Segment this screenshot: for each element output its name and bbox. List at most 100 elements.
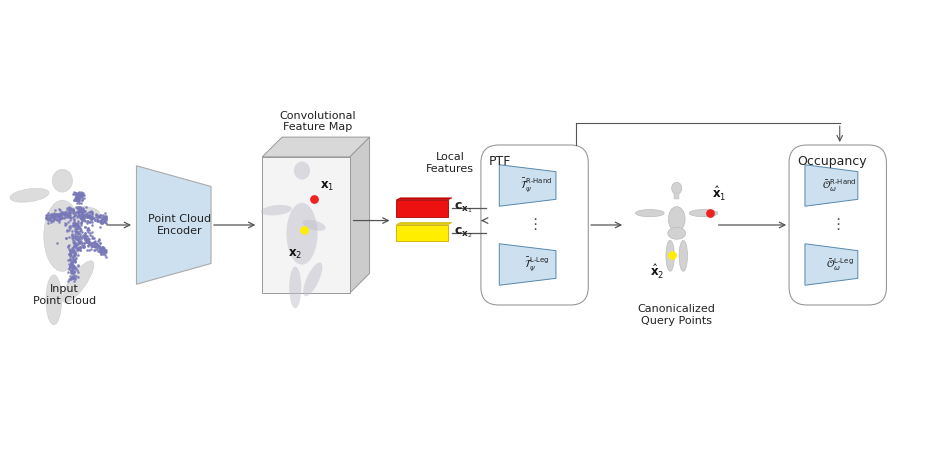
Text: Input
Point Cloud: Input Point Cloud	[33, 284, 96, 306]
Point	[50, 213, 65, 220]
Point	[68, 193, 83, 200]
Point	[71, 209, 86, 216]
Point	[62, 263, 77, 270]
Point	[74, 207, 89, 214]
Point	[59, 211, 73, 218]
Point	[78, 212, 93, 219]
Point	[73, 192, 87, 199]
Point	[69, 235, 84, 242]
Point	[54, 213, 69, 220]
Point	[51, 211, 66, 219]
Point	[64, 275, 79, 282]
Point	[74, 211, 89, 219]
Point	[87, 243, 102, 251]
Point	[70, 211, 85, 218]
Point	[85, 209, 100, 216]
Point	[39, 216, 54, 223]
Point	[80, 237, 95, 244]
Point	[74, 229, 89, 236]
Ellipse shape	[286, 203, 317, 264]
Point	[64, 268, 79, 275]
Ellipse shape	[46, 275, 61, 325]
Point	[38, 215, 53, 222]
Point	[66, 261, 81, 269]
Point	[43, 216, 58, 223]
Point	[96, 214, 111, 221]
Point	[95, 216, 110, 223]
Point	[72, 199, 86, 207]
Point	[86, 235, 101, 242]
Point	[73, 244, 87, 251]
Point	[68, 243, 83, 251]
Point	[68, 234, 83, 242]
Point	[49, 213, 64, 220]
Point	[44, 211, 59, 218]
Point	[66, 196, 81, 203]
Point	[86, 242, 100, 249]
Point	[68, 275, 83, 282]
Point	[66, 207, 81, 214]
Point	[94, 247, 109, 255]
Point	[63, 274, 78, 281]
Point	[59, 211, 73, 218]
Point	[94, 218, 109, 225]
Point	[53, 211, 68, 218]
Point	[61, 213, 76, 220]
Point	[73, 199, 88, 206]
Point	[79, 211, 94, 218]
Point	[70, 228, 85, 235]
Point	[70, 204, 85, 211]
Point	[67, 271, 82, 278]
Point	[91, 242, 106, 250]
Point	[85, 229, 100, 236]
Point	[73, 204, 87, 211]
Point	[87, 217, 102, 224]
Point	[71, 221, 86, 229]
Point	[43, 215, 58, 222]
Point	[92, 249, 107, 256]
Point	[85, 218, 100, 225]
Point	[84, 245, 99, 252]
Point	[74, 239, 89, 246]
Point	[67, 220, 82, 227]
Point	[73, 232, 87, 239]
Point	[76, 242, 91, 250]
Point	[51, 216, 66, 224]
Text: $\hat{\mathbf{x}}_1$: $\hat{\mathbf{x}}_1$	[712, 185, 726, 203]
Point	[59, 234, 73, 241]
Point	[65, 256, 80, 263]
Point	[96, 218, 111, 225]
Point	[60, 204, 74, 211]
Point	[72, 223, 86, 230]
Point	[66, 252, 81, 260]
Point	[92, 247, 107, 254]
Point	[65, 214, 80, 221]
Point	[67, 190, 82, 198]
Point	[97, 216, 112, 223]
Point	[65, 269, 80, 276]
Point	[71, 195, 86, 202]
Point	[76, 212, 91, 219]
Point	[93, 251, 108, 258]
Point	[46, 212, 60, 219]
Point	[48, 210, 63, 217]
Point	[69, 228, 84, 235]
Point	[96, 245, 111, 252]
Point	[72, 233, 86, 240]
Point	[53, 215, 68, 222]
Point	[85, 214, 100, 221]
Polygon shape	[396, 200, 448, 216]
Ellipse shape	[302, 220, 325, 231]
Point	[79, 238, 94, 245]
Point	[41, 216, 56, 224]
Point	[93, 217, 108, 224]
Point	[73, 192, 88, 199]
Point	[74, 216, 89, 223]
Point	[70, 233, 85, 240]
Point	[96, 243, 111, 251]
Point	[73, 190, 87, 197]
Point	[44, 210, 59, 217]
Point	[69, 196, 84, 203]
Point	[62, 265, 77, 273]
Point	[85, 243, 100, 250]
